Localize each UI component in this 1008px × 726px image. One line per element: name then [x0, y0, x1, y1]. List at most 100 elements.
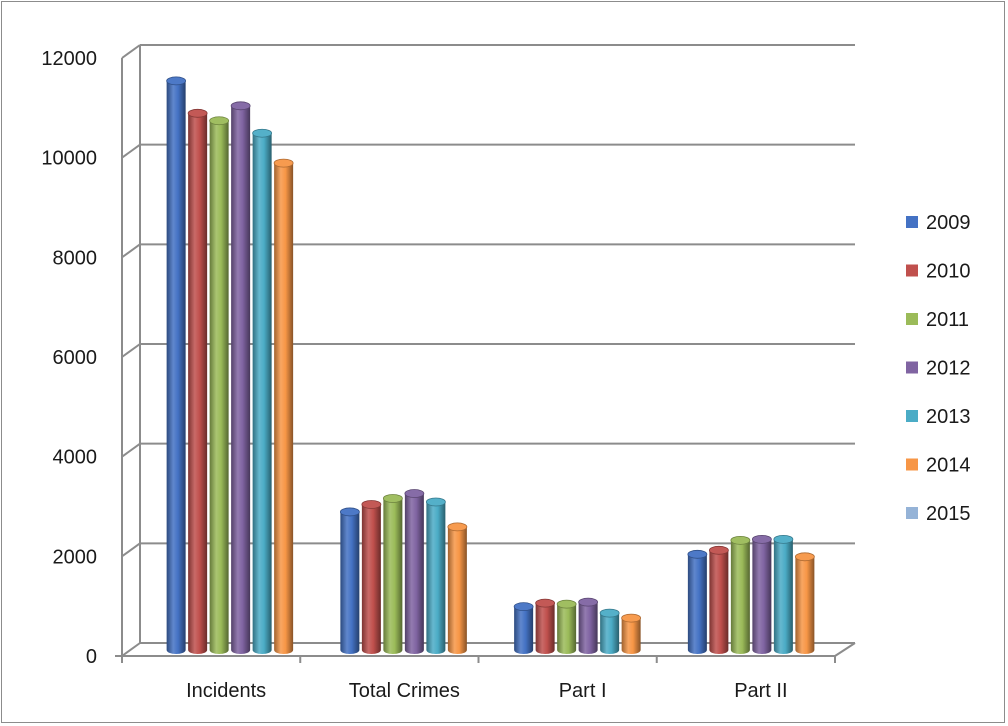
bars: [166, 76, 815, 655]
bar-body: [188, 113, 208, 654]
bar: [209, 116, 230, 655]
bar-body: [600, 613, 620, 654]
bar-top: [535, 598, 556, 608]
bar: [773, 534, 794, 654]
legend-label: 2012: [926, 358, 971, 380]
bar-body: [166, 80, 186, 654]
bar-body: [361, 504, 381, 654]
bar: [166, 76, 187, 654]
legend-swatch: [906, 216, 918, 228]
bar-top: [339, 507, 360, 517]
bar-top: [187, 108, 208, 118]
y-tick-label: 2000: [53, 546, 98, 568]
bar-top: [166, 76, 187, 86]
bar-body: [709, 550, 729, 654]
bar-body: [231, 105, 251, 655]
bar-top: [621, 613, 642, 623]
legend-swatch: [906, 264, 918, 277]
legend-label: 2015: [926, 503, 971, 525]
x-tick-label: Part I: [559, 680, 607, 702]
bar-body: [340, 511, 360, 654]
bar: [382, 494, 403, 654]
y-tick-label: 0: [86, 646, 97, 668]
bar: [513, 602, 534, 654]
gridline-side: [121, 642, 141, 657]
gridline-side: [121, 343, 141, 358]
bar-top: [751, 534, 772, 544]
legend-swatch: [906, 361, 918, 374]
legend-label: 2009: [926, 212, 971, 234]
bar: [404, 489, 425, 654]
tick-labels: 0 2000 4000 6000 8000 10000 12000 Incidents Tota…: [41, 48, 787, 702]
bar: [425, 497, 446, 654]
bar-body: [621, 618, 641, 654]
gridline-side: [121, 44, 141, 59]
y-tick-label: 12000: [41, 48, 97, 70]
bar-body: [514, 606, 534, 654]
bar-body: [274, 163, 294, 654]
bar-body: [773, 539, 793, 654]
bar: [751, 534, 772, 654]
bar-top: [209, 116, 230, 126]
bar-body: [252, 133, 272, 655]
bar: [556, 599, 577, 654]
bar-body: [795, 556, 815, 654]
x-tick-label: Part II: [734, 680, 787, 702]
floor-side-edge: [834, 642, 856, 657]
gridline-side: [121, 442, 141, 458]
x-tick-label: Incidents: [186, 680, 266, 702]
bar-top: [556, 599, 577, 609]
gridline-side: [121, 243, 141, 259]
bar-body: [447, 526, 467, 654]
bar-top: [687, 549, 708, 559]
gridline-side: [121, 143, 141, 159]
bar-top: [230, 101, 251, 111]
legend-swatch: [906, 507, 918, 519]
gridline-side: [121, 542, 141, 558]
bar: [687, 549, 708, 654]
bar-top: [730, 535, 751, 545]
bar-top: [382, 494, 403, 503]
bar-top: [361, 500, 382, 509]
bar: [187, 108, 208, 654]
bar-top: [273, 158, 294, 168]
legend-label: 2013: [926, 406, 971, 428]
bar-top: [794, 552, 815, 562]
legend-label: 2014: [926, 455, 971, 477]
bar-top: [404, 489, 425, 498]
bar-top: [773, 534, 794, 544]
bar-top: [513, 602, 534, 612]
bar-top: [708, 545, 729, 555]
bar-body: [730, 540, 750, 654]
bar: [578, 597, 599, 654]
bar-top: [252, 128, 273, 138]
legend-swatch: [906, 410, 918, 422]
bar: [273, 158, 294, 654]
x-tick-label: Total Crimes: [349, 680, 460, 702]
bar: [794, 552, 815, 654]
bar-body: [752, 539, 772, 654]
legend-swatch: [906, 313, 918, 325]
bar: [447, 522, 468, 654]
legend: 2009 2010 2011 2012 2013 2014 2015: [906, 212, 971, 525]
bar-body: [687, 554, 707, 654]
bar: [230, 101, 251, 655]
bar-body: [404, 493, 424, 654]
bar-top: [578, 597, 599, 607]
bar: [252, 128, 273, 655]
bar: [339, 507, 360, 654]
legend-swatch: [906, 458, 918, 471]
bar: [361, 500, 382, 654]
y-tick-label: 6000: [53, 347, 98, 369]
axes: [115, 45, 856, 663]
bar-top: [447, 522, 468, 532]
bar: [621, 613, 642, 654]
bar: [708, 545, 729, 654]
legend-label: 2010: [926, 261, 971, 283]
y-tick-label: 8000: [53, 247, 98, 269]
bar-body: [426, 501, 446, 654]
legend-label: 2011: [926, 309, 969, 331]
bar: [535, 598, 556, 654]
bar-top: [599, 608, 620, 618]
